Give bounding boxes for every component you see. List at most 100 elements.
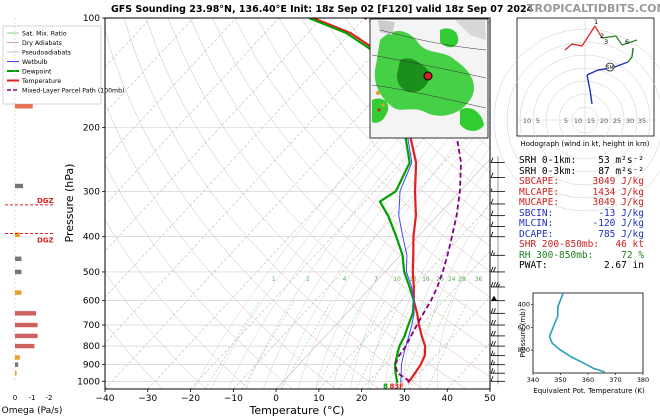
mixing-ratio-label: 20 (436, 276, 444, 283)
theta-y-tick-label: 800 (518, 346, 530, 354)
omega-bar (15, 269, 22, 275)
hodograph-ring-label: 5 (564, 117, 568, 125)
wind-barb (490, 376, 505, 382)
barb-flag (491, 295, 497, 301)
surface-dewpoint-label: 8 (383, 383, 388, 391)
mixing-ratio-line (408, 300, 452, 389)
index-label: RH 300-850mb: (519, 249, 594, 261)
legend-label: Pseudoadiabats (22, 50, 71, 57)
hodograph-height-label: 3 (604, 38, 608, 46)
mixing-ratio-label: 7 (374, 276, 378, 283)
mixing-ratio-label: 36 (475, 276, 483, 283)
index-label: SRH 0-1km: (519, 155, 577, 166)
hodograph-upper-segment (615, 35, 623, 46)
mixing-ratio-line (397, 300, 441, 389)
mixing-ratio-label: 1 (272, 276, 276, 283)
y-tick-label: 200 (83, 123, 100, 133)
mixing-ratio-line (369, 300, 415, 389)
index-value: 3049 J/kg (592, 197, 644, 208)
y-axis-label: Pressure (hPa) (63, 164, 76, 243)
barb-feather (490, 250, 494, 256)
x-tick-label: 50 (484, 394, 496, 404)
y-tick-label: 700 (83, 321, 100, 331)
omega-bar (15, 104, 33, 109)
y-tick-label: 1000 (77, 377, 100, 387)
dry-adiabat (105, 163, 293, 389)
hodograph-panel: 10 5 5 10 15 20 25 30 35 123 6 SM Hodograph (wind i… (493, 17, 660, 212)
wind-barb (490, 198, 505, 205)
hodograph-height-label: 2 (600, 32, 604, 40)
theta-e-profile (548, 292, 605, 373)
index-value: 53 m²s⁻² (598, 155, 644, 166)
pseudoadiabat (245, 127, 421, 389)
index-value: 46 kt (615, 239, 644, 250)
omega-axis-label: Omega (Pa/s) (2, 406, 63, 416)
dry-adiabat (123, 18, 423, 389)
hodograph-segment (586, 74, 591, 91)
barb-feather (490, 221, 494, 227)
isotherm-line (275, 158, 490, 389)
skewt-frame (104, 17, 491, 390)
pseudoadiabat (350, 131, 490, 389)
dgz-label: DGZ (37, 237, 54, 245)
barb-feather (493, 319, 496, 326)
wind-barbs (490, 156, 505, 385)
mixing-ratio-line (205, 300, 260, 389)
hodograph-frame (516, 17, 655, 137)
omega-panel: Omega (Pa/s) 0 -1 -2 DGZ DGZ (2, 18, 63, 416)
dry-adiabat (212, 18, 490, 324)
index-value: -120 J/kg (592, 218, 644, 229)
omega-tick-label: -2 (46, 394, 53, 402)
y-tick-label: 400 (83, 233, 100, 243)
legend-label: Dry Adiabats (22, 40, 62, 47)
hodograph-height-label: 6 (625, 38, 629, 46)
theta-y-tick-label: 600 (518, 323, 530, 331)
barb-feather (490, 359, 494, 365)
legend-label: Mixed-Layer Parcel Path (100mb) (22, 88, 124, 95)
mixing-ratio-line (241, 300, 295, 389)
theta-e-inset: 340 350 360 370 380 400 600 800 Equivalent Pot.… (518, 292, 649, 395)
wind-barb (490, 368, 505, 374)
barb-feather (490, 308, 494, 314)
x-tick-label: 30 (399, 394, 411, 404)
pseudoadiabat (402, 182, 490, 389)
isotherm-line (105, 18, 408, 344)
series-wetbulb (398, 127, 415, 383)
wind-barb (490, 250, 505, 256)
skewt-grid: 1 2 4 7 10 13 16 20 24 28 36 (105, 18, 490, 389)
dgz-label: DGZ (37, 197, 54, 205)
hodograph-height-label: 1 (594, 18, 598, 26)
barb-feather (490, 281, 494, 288)
mixing-ratio-line (427, 300, 468, 389)
skewt-plot: 1 2 4 7 10 13 16 20 24 28 36 8 83F −40 −30 −20 −10 0 10 2… (63, 14, 505, 417)
x-tick-label: 40 (441, 394, 453, 404)
hodograph-upper-segment (601, 35, 617, 39)
wind-barb (490, 221, 505, 227)
barb-feather (490, 231, 494, 237)
site-watermark: TROPICALTIDBITS.COM (527, 2, 660, 15)
barb-half-feather (493, 370, 495, 374)
isotherm-line (105, 18, 237, 160)
theta-x-tick-label: 380 (637, 376, 649, 384)
barb-feather (490, 266, 494, 273)
omega-bar (15, 311, 36, 316)
barb-feather (490, 172, 494, 178)
index-label: PWAT: (519, 260, 548, 271)
pseudoadiabat (228, 127, 409, 389)
hodograph-upper-segment (594, 25, 603, 39)
y-tick-label: 300 (83, 187, 100, 197)
omega-bar (15, 355, 20, 360)
pseudoadiabat (332, 127, 482, 389)
mixing-ratio-line (355, 300, 402, 389)
y-tick-label: 800 (83, 342, 100, 352)
index-value: 2.67 in (603, 260, 644, 271)
barb-feather (493, 266, 496, 273)
hodograph-ring-label: 20 (600, 117, 608, 125)
wind-barb (490, 330, 505, 337)
legend-label: Temperature (21, 78, 61, 85)
theta-x-tick-label: 360 (582, 376, 594, 384)
omega-bar (15, 371, 17, 376)
hodograph-ring-label: 30 (626, 117, 634, 125)
barb-feather (490, 368, 494, 374)
